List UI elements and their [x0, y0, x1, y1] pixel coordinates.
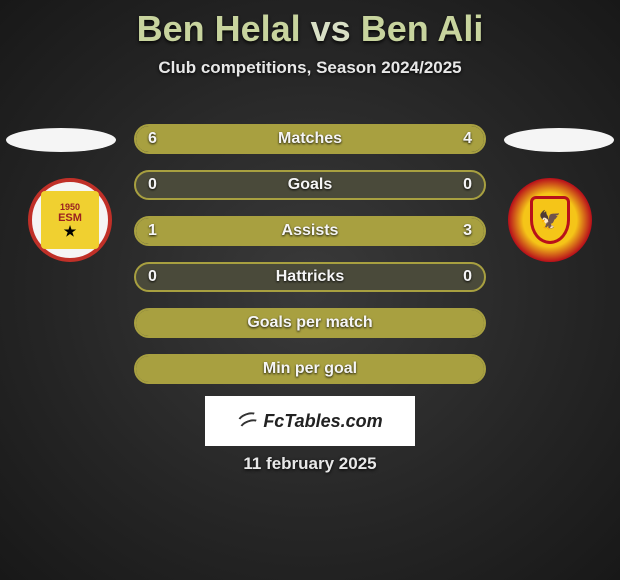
- stat-value-left: 0: [148, 268, 157, 286]
- fctables-logo-icon: [237, 411, 259, 431]
- page-title: Ben Helal vs Ben Ali: [0, 0, 620, 50]
- stat-value-right: 4: [463, 130, 472, 148]
- stat-label: Goals: [288, 176, 332, 194]
- stat-value-left: 6: [148, 130, 157, 148]
- stat-bar: 0 Goals 0: [134, 170, 486, 200]
- left-player-oval: [6, 128, 116, 152]
- stat-label: Hattricks: [276, 268, 344, 286]
- stat-value-right: 0: [463, 268, 472, 286]
- brand-text: FcTables.com: [263, 411, 382, 432]
- date-text: 11 february 2025: [0, 454, 620, 474]
- stat-value-right: 0: [463, 176, 472, 194]
- stat-value-left: 1: [148, 222, 157, 240]
- stat-bar: 6 Matches 4: [134, 124, 486, 154]
- stat-label: Matches: [278, 130, 342, 148]
- fctables-brand[interactable]: FcTables.com: [205, 396, 415, 446]
- stat-label: Assists: [282, 222, 339, 240]
- star-icon: ★: [64, 224, 77, 238]
- est-shield-icon: 🦅: [530, 196, 570, 244]
- est-badge-icon: 🦅: [508, 178, 592, 262]
- stat-value-right: 3: [463, 222, 472, 240]
- stat-bar: Min per goal: [134, 354, 486, 384]
- player2-name: Ben Ali: [361, 8, 484, 49]
- esm-year: 1950: [60, 202, 80, 212]
- stats-bars: 6 Matches 4 0 Goals 0 1 Assists 3 0 Hattricks 0 Goal…: [134, 124, 486, 400]
- stat-bar: Goals per match: [134, 308, 486, 338]
- subtitle: Club competitions, Season 2024/2025: [0, 58, 620, 78]
- stat-label: Goals per match: [247, 314, 372, 332]
- player1-name: Ben Helal: [137, 8, 301, 49]
- esm-badge-icon: 1950 ESM ★: [28, 178, 112, 262]
- bar-fill-right: [223, 218, 484, 244]
- vs-text: vs: [311, 8, 351, 49]
- stat-label: Min per goal: [263, 360, 357, 378]
- club-badge-left: 1950 ESM ★: [20, 178, 120, 263]
- club-badge-right: 🦅: [500, 178, 600, 263]
- stat-bar: 0 Hattricks 0: [134, 262, 486, 292]
- stat-bar: 1 Assists 3: [134, 216, 486, 246]
- stat-value-left: 0: [148, 176, 157, 194]
- right-player-oval: [504, 128, 614, 152]
